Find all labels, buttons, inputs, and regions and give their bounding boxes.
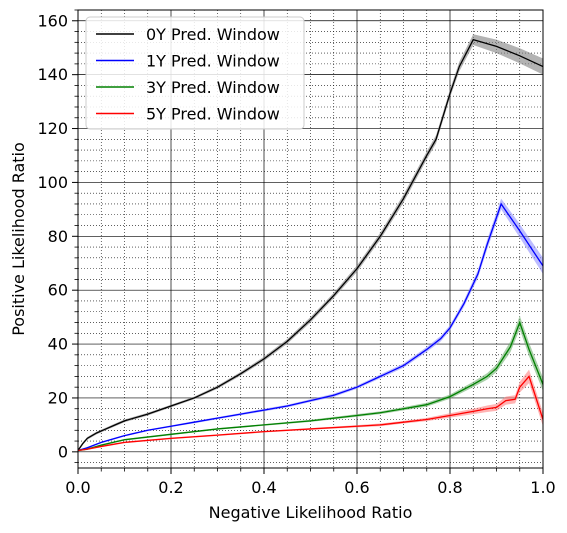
- x-axis-title: Negative Likelihood Ratio: [209, 503, 413, 522]
- y-tick-label: 100: [37, 173, 68, 192]
- axis-tick-labels: 0.0 0.2 0.4 0.6 0.8 1.0 0 20 40 60 80 100 120 140 160: [37, 11, 555, 497]
- series-line-2: [78, 320, 543, 452]
- x-tick-label: 0.8: [437, 478, 462, 497]
- series-lines: [78, 38, 543, 452]
- legend-label-2: 3Y Pred. Window: [146, 78, 280, 97]
- legend: 0Y Pred. Window 1Y Pred. Window 3Y Pred. W…: [85, 16, 305, 130]
- y-tick-label: 120: [37, 119, 68, 138]
- series-band-3: [78, 369, 543, 452]
- y-tick-label: 0: [58, 442, 68, 461]
- x-tick-label: 0.2: [158, 478, 183, 497]
- y-tick-label: 20: [48, 388, 68, 407]
- x-tick-label: 0.0: [65, 478, 90, 497]
- legend-box: [85, 16, 305, 130]
- y-tick-label: 140: [37, 65, 68, 84]
- minor-grid: [78, 9, 543, 468]
- x-tick-label: 0.4: [251, 478, 276, 497]
- legend-label-0: 0Y Pred. Window: [146, 25, 280, 44]
- y-tick-label: 80: [48, 227, 68, 246]
- x-tick-label: 1.0: [530, 478, 555, 497]
- y-tick-label: 160: [37, 11, 68, 30]
- y-tick-label: 40: [48, 335, 68, 354]
- y-axis-title: Positive Likelihood Ratio: [9, 142, 28, 336]
- axis-ticks: [72, 9, 544, 474]
- series-line-3: [78, 375, 543, 452]
- y-tick-label: 60: [48, 281, 68, 300]
- x-tick-label: 0.6: [344, 478, 369, 497]
- legend-label-1: 1Y Pred. Window: [146, 52, 280, 71]
- series-line-1: [78, 202, 543, 452]
- legend-label-3: 5Y Pred. Window: [146, 105, 280, 124]
- series-line-0: [78, 38, 543, 451]
